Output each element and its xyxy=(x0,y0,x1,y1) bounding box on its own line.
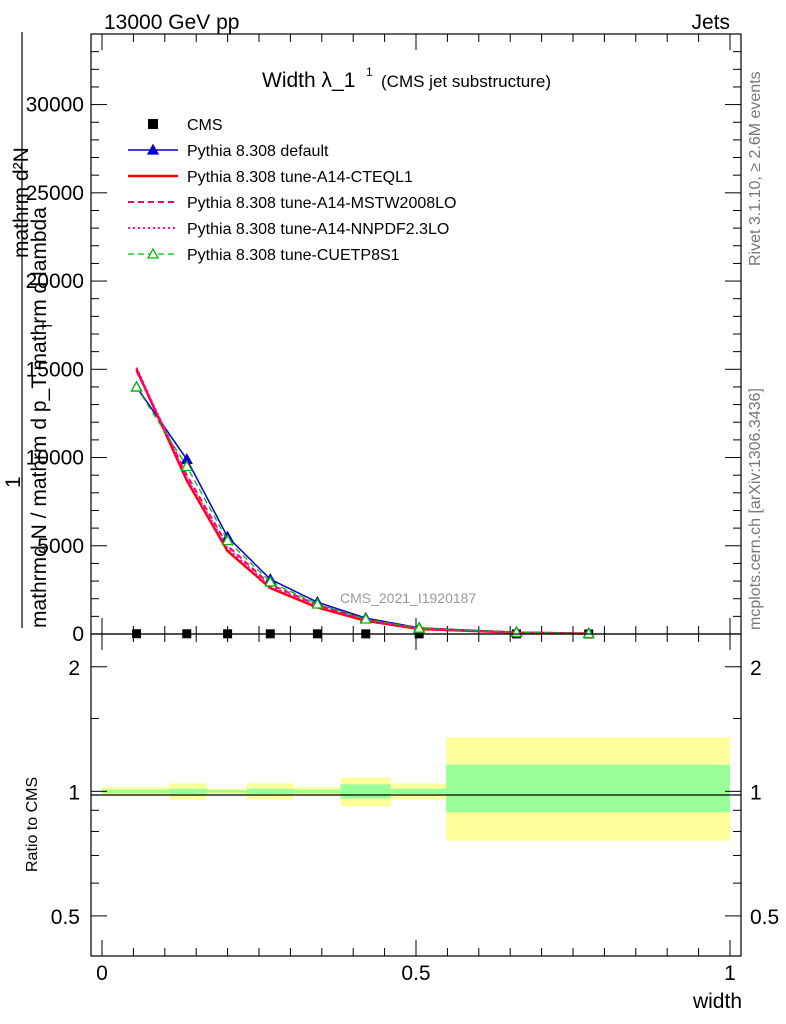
x-tick-label: 0.5 xyxy=(401,962,430,985)
y-tick-label: 0 xyxy=(72,623,84,646)
y-label-denominator: mathrmd N / mathrm d p_T mathrm d lambda xyxy=(28,207,51,628)
ratio-y-tick-label: 2 xyxy=(68,657,80,680)
y-label-top: 1 xyxy=(2,476,25,488)
ratio-y-tick-label: 0.5 xyxy=(51,906,80,929)
header-right: Jets xyxy=(691,11,730,34)
ratio-y-tick-label: 1 xyxy=(68,781,80,804)
legend-label: Pythia 8.308 tune-A14-MSTW2008LO xyxy=(187,195,456,212)
mcplots-label: mcplots.cern.ch [arXiv:1306.3436] xyxy=(747,388,764,630)
series-marker xyxy=(221,534,234,546)
series-marker xyxy=(359,612,372,624)
ratio-band-stat xyxy=(169,788,207,795)
legend-label: Pythia 8.308 default xyxy=(187,143,329,160)
ratio-band-stat xyxy=(293,789,341,794)
chart-title: Width λ_1 xyxy=(262,69,355,92)
ratio-band-stat xyxy=(446,764,730,813)
legend-label: Pythia 8.308 tune-CUETP8S1 xyxy=(187,247,400,264)
ratio-plot: 0.5 0.51 12 2 0 0.5 1 Ratio to CMS width xyxy=(24,633,779,1013)
header-left: 13000 GeV pp xyxy=(104,11,239,34)
main-plot: 0 5000 10000 15000 20000 25000 30000 Width λ_1… xyxy=(2,32,742,646)
y-tick-label: 30000 xyxy=(26,94,84,117)
y-tick-label: 25000 xyxy=(26,182,84,205)
ratio-band-stat xyxy=(102,789,170,794)
ratio-y-tick-label-right: 1 xyxy=(750,781,762,804)
legend-marker xyxy=(146,143,160,155)
ratio-bands xyxy=(102,737,730,841)
rivet-label: Rivet 3.1.10, ≥ 2.6M events xyxy=(747,71,764,266)
main-y-ticks: 0 5000 10000 15000 20000 25000 30000 xyxy=(26,33,741,646)
y-tick-label: 10000 xyxy=(26,447,84,470)
y-label-den-sub: T xyxy=(39,321,55,330)
series-marker xyxy=(180,460,193,472)
x-axis-label: width xyxy=(692,990,742,1013)
x-tick-label: 0 xyxy=(96,962,108,985)
legend-label: Pythia 8.308 tune-A14-NNPDF2.3LO xyxy=(187,221,449,238)
y-tick-label: 5000 xyxy=(37,535,84,558)
ratio-y-tick-label-right: 2 xyxy=(750,657,762,680)
ratio-band-stat xyxy=(206,790,247,793)
analysis-label: CMS_2021_I1920187 xyxy=(340,590,476,606)
x-tick-label: 1 xyxy=(724,962,736,985)
legend: CMS Pythia 8.308 default Pythia 8.308 tune… xyxy=(128,117,456,264)
series-marker xyxy=(582,627,595,639)
ratio-x-ticks: 0 0.5 1 xyxy=(96,634,736,985)
ratio-band-stat xyxy=(390,788,447,795)
legend-cms-marker xyxy=(148,119,158,129)
ratio-y-tick-label-right: 0.5 xyxy=(750,906,779,929)
legend-label: CMS xyxy=(187,117,223,134)
y-axis-label: 1 mathrm d²N mathrmd N / mathrm d p_T ma… xyxy=(2,32,55,628)
ratio-band-stat xyxy=(246,788,294,795)
series-marker xyxy=(130,380,143,392)
main-series xyxy=(130,367,595,639)
ratio-y-label: Ratio to CMS xyxy=(24,777,41,872)
ratio-band-stat xyxy=(340,784,391,799)
chart-title-sup: 1 xyxy=(366,65,373,79)
legend-marker xyxy=(146,247,160,259)
y-tick-label: 20000 xyxy=(26,270,84,293)
y-tick-label: 15000 xyxy=(26,358,84,381)
chart-subtitle: (CMS jet substructure) xyxy=(381,72,551,91)
series-marker xyxy=(264,575,277,587)
series-marker xyxy=(413,621,426,633)
ratio-y-ticks: 0.5 0.5 1 1 2 2 xyxy=(51,657,779,929)
legend-label: Pythia 8.308 tune-A14-CTEQL1 xyxy=(187,169,413,186)
series-marker xyxy=(311,597,324,609)
